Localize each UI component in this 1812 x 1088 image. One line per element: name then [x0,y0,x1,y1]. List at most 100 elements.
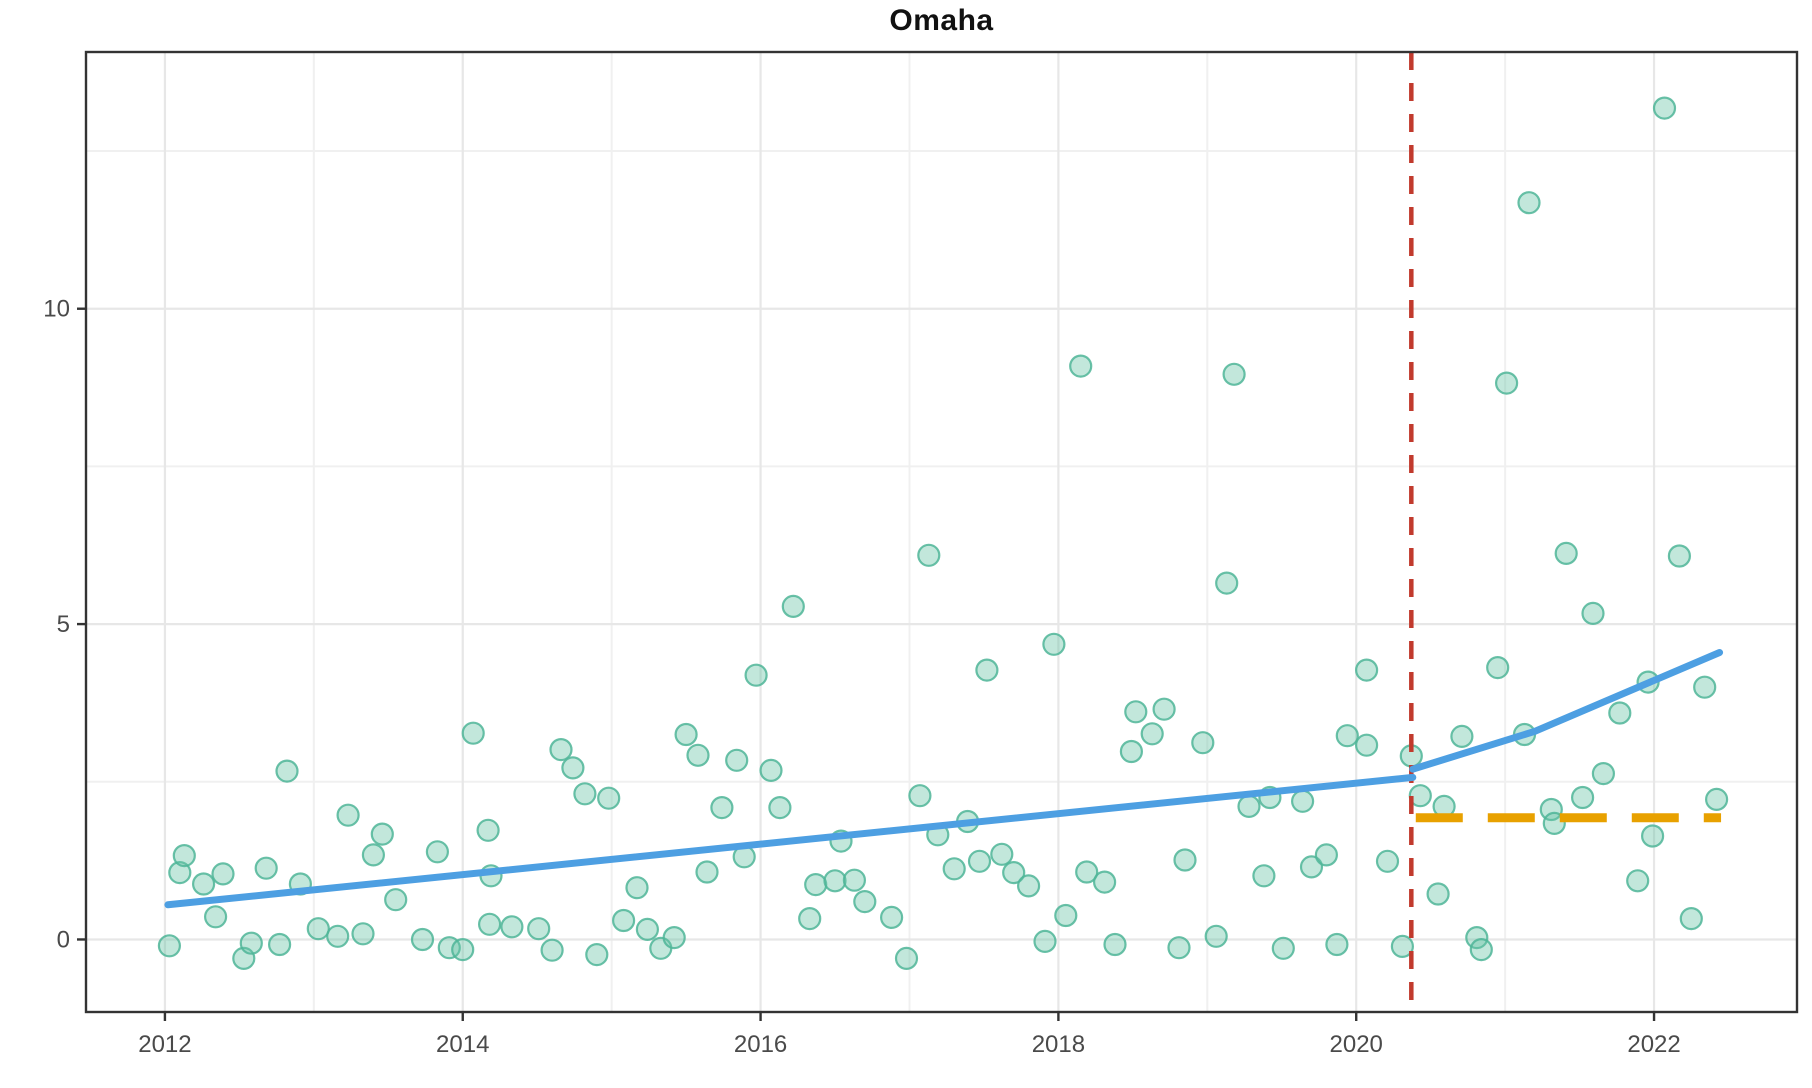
scatter-point [597,786,621,810]
scatter-point [781,594,805,619]
scatter-point [1494,371,1519,395]
scatter-point [1679,906,1703,931]
scatter-point [674,722,698,747]
scatter-point [1173,848,1197,872]
scatter-point [1271,936,1295,960]
scatter-point [1215,571,1239,595]
scatter-point [306,917,330,941]
scatter-point [1426,882,1450,906]
scatter-point [1652,96,1677,120]
scatter-point [1191,731,1215,755]
scatter-point [451,937,475,962]
trend-line-pre-intervention [164,773,1417,909]
scatter-point [744,663,768,687]
scatter-point [1290,789,1315,813]
scatter-point [1237,794,1261,819]
scatter-point [1119,739,1144,764]
trend-line-post-intervention [1409,648,1724,773]
panel-background [86,52,1797,1012]
scatter-point [710,795,734,820]
scatter-point [1693,675,1717,699]
scatter-point [942,857,966,881]
scatter-point [254,856,278,880]
scatter-point [204,905,228,929]
scatter-point [1517,191,1541,215]
scatter-point [1075,860,1099,884]
scatter-point [168,860,192,885]
scatter-point [540,938,564,962]
scatter-point [611,908,636,933]
scatter-point [1581,601,1605,626]
scatter-point [1608,701,1632,725]
scatter-point [1465,925,1489,950]
scatter-point [990,842,1014,866]
scatter-point [1054,903,1078,928]
scatter-point [211,862,235,886]
scatter-point [192,872,216,896]
scatter-point [686,743,710,767]
scatter-point [1042,632,1066,656]
scatter-point [268,932,292,957]
scatter-point [823,869,847,893]
scatter-point [370,822,394,846]
scatter-point [908,784,932,808]
scatter-point [759,758,783,783]
panel-border [84,50,1799,1014]
scatter-point [361,843,385,867]
scatter-point [1016,874,1041,898]
scatter-point [410,927,435,952]
scatter-point [842,868,867,892]
scatter-point [157,934,181,958]
scatter-point [585,942,609,967]
scatter-point [1299,855,1324,879]
scatter-point [1390,934,1415,959]
scatter-point [768,795,792,820]
y-tick-label: 10 [43,296,70,323]
scatter-point [500,915,524,939]
x-tick-label: 2014 [436,1031,489,1058]
scatter-point [1204,924,1228,948]
y-tick-label: 0 [57,926,70,953]
scatter-point [1314,843,1339,867]
scatter-point [1667,544,1692,568]
scatter-point [561,756,585,780]
scatter-point [1124,700,1148,724]
scatter-point [351,922,375,946]
scatter-point [635,917,660,942]
scatter-point [275,759,299,783]
scatter-point [478,912,502,936]
scatter-point [172,843,196,868]
scatter-point [1408,784,1432,808]
x-tick-label: 2016 [734,1031,787,1058]
scatter-point [625,876,649,900]
scatter-point [894,946,919,971]
scatter-point [967,849,992,873]
x-tick-label: 2018 [1032,1031,1085,1058]
chart-title: Omaha [889,4,994,37]
scatter-point [239,931,263,955]
scatter-point [1450,724,1474,749]
scatter-point [1469,937,1493,962]
scatter-point [1069,354,1093,378]
scatter-point [1539,797,1563,822]
y-tick-label: 5 [57,611,70,638]
scatter-point [1002,860,1026,885]
scatter-point [1335,724,1359,748]
scatter-point [1252,864,1276,888]
scatter-point [725,748,749,772]
scatter-point [1152,697,1176,721]
scatter-point [1140,722,1164,746]
scatter-point [798,906,822,931]
scatter-point [1591,761,1616,786]
scatter-point [917,543,941,567]
scatter-point [1542,811,1566,836]
scatter-point [1103,932,1127,957]
scatter-point [1554,541,1578,566]
scatter-point [1167,936,1191,960]
scatter-point [461,721,485,745]
scatter-point [1033,929,1057,954]
scatter-point [527,917,551,941]
scatter-point [1640,824,1665,848]
scatter-point [573,782,597,806]
